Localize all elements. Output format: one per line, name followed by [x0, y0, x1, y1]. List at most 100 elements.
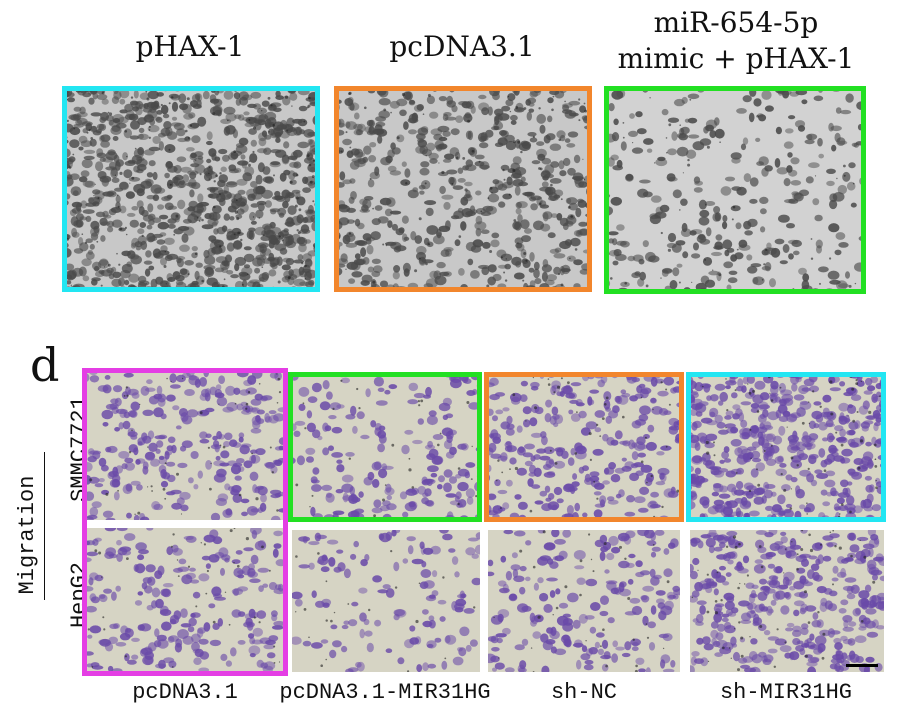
- cell: [192, 591, 201, 599]
- cell: [176, 374, 186, 383]
- cell: [142, 107, 153, 113]
- cell: [63, 139, 69, 144]
- cell: [840, 635, 848, 641]
- debris-dot: [879, 395, 881, 397]
- cell: [126, 512, 132, 519]
- cell: [412, 439, 423, 445]
- cell: [537, 577, 544, 584]
- debris-dot: [868, 410, 872, 414]
- cell: [846, 593, 856, 600]
- debris-dot: [103, 266, 106, 268]
- cell: [440, 249, 450, 257]
- cell: [635, 111, 643, 118]
- cell: [118, 451, 130, 459]
- cell: [256, 200, 267, 206]
- cell: [698, 199, 707, 210]
- cell: [607, 157, 615, 167]
- cell: [486, 510, 498, 516]
- cell: [563, 638, 571, 647]
- debris-dot: [165, 283, 167, 285]
- cell: [235, 98, 242, 106]
- debris-dot: [394, 586, 398, 589]
- cell: [772, 435, 783, 445]
- cell: [386, 197, 396, 207]
- cell: [142, 465, 149, 475]
- cell: [783, 178, 791, 187]
- debris-dot: [425, 155, 427, 157]
- cell: [491, 232, 500, 239]
- cell: [465, 164, 477, 172]
- cell: [771, 575, 778, 586]
- cell: [270, 515, 281, 520]
- cell: [858, 626, 867, 631]
- cell: [604, 569, 610, 574]
- cell: [570, 486, 576, 494]
- debris-dot: [588, 432, 592, 436]
- cell: [108, 636, 118, 644]
- cell: [513, 530, 526, 537]
- cell: [302, 640, 312, 647]
- cell: [778, 214, 790, 223]
- cell: [529, 86, 542, 97]
- cell: [378, 110, 390, 119]
- cell: [238, 137, 249, 146]
- cell: [857, 124, 864, 131]
- cell: [193, 484, 199, 490]
- cell: [502, 583, 509, 593]
- cell: [164, 449, 173, 456]
- cell: [702, 636, 711, 645]
- debris-dot: [538, 167, 541, 170]
- debris-dot: [125, 386, 128, 389]
- cell: [262, 583, 269, 588]
- cell: [541, 264, 552, 273]
- cell: [846, 495, 855, 506]
- cell: [345, 668, 354, 672]
- debris-dot: [790, 456, 794, 460]
- cell: [829, 387, 841, 392]
- cell: [164, 237, 175, 245]
- cell: [224, 557, 230, 563]
- cell: [687, 93, 700, 100]
- cell: [146, 172, 154, 178]
- cell: [432, 570, 438, 578]
- debris-dot: [760, 565, 764, 569]
- cell: [510, 392, 522, 403]
- debris-dot: [810, 257, 814, 260]
- cell: [806, 442, 812, 451]
- cell: [516, 201, 528, 209]
- cell: [409, 625, 416, 632]
- cell: [741, 385, 747, 393]
- cell: [129, 219, 139, 228]
- cell: [436, 261, 446, 269]
- cell: [87, 249, 93, 255]
- cell: [705, 537, 716, 548]
- cell: [465, 488, 475, 498]
- debris-dot: [296, 174, 299, 177]
- debris-dot: [509, 110, 512, 113]
- debris-dot: [790, 488, 792, 490]
- debris-dot: [836, 177, 838, 180]
- cell: [647, 424, 655, 433]
- cell: [828, 223, 840, 233]
- cell: [572, 619, 581, 629]
- cell: [577, 199, 587, 208]
- cell: [274, 195, 284, 200]
- debris-dot: [116, 252, 118, 255]
- cell: [290, 423, 297, 431]
- cell: [578, 410, 587, 419]
- cell: [529, 252, 535, 262]
- cell: [282, 200, 289, 209]
- cell: [713, 588, 719, 596]
- cell: [190, 579, 200, 584]
- cell: [210, 512, 221, 520]
- cell: [626, 495, 635, 503]
- debris-dot: [812, 390, 815, 393]
- debris-dot: [268, 131, 270, 133]
- cell: [437, 484, 443, 490]
- cell: [350, 191, 357, 200]
- cell: [474, 154, 485, 160]
- debris-dot: [101, 91, 105, 95]
- debris-dot: [208, 172, 210, 175]
- cell: [419, 167, 430, 176]
- cell: [522, 452, 533, 458]
